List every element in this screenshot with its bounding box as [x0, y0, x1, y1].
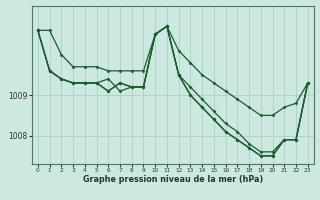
X-axis label: Graphe pression niveau de la mer (hPa): Graphe pression niveau de la mer (hPa) [83, 175, 263, 184]
